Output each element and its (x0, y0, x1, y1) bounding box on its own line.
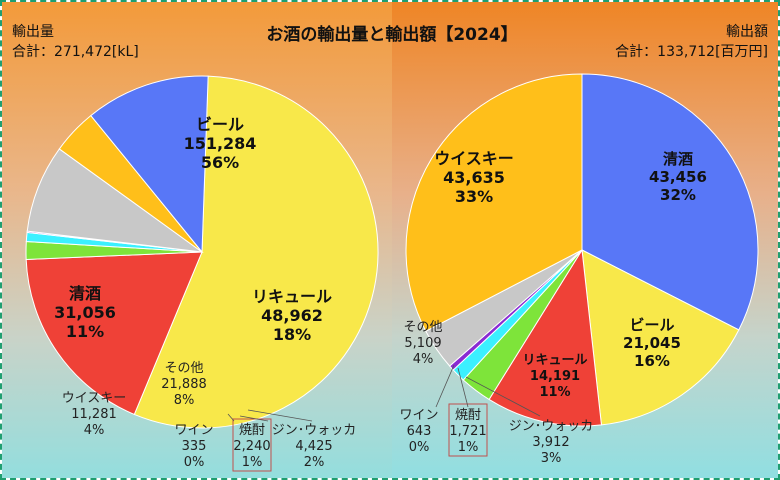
slice-percent-1-shochu: 1% (242, 455, 263, 470)
slice-name-1-gin_vodka: ジン･ウォッカ (272, 423, 357, 438)
pie1-slice-beer (133, 75, 379, 429)
slice-percent-1-beer: 56% (201, 153, 239, 172)
slice-percent-2-whisky: 33% (455, 187, 493, 206)
slice-percent-1-gin_vodka: 2% (304, 455, 325, 470)
slice-percent-2-liqueur: 11% (539, 385, 570, 400)
slice-percent-2-shochu: 1% (458, 440, 479, 455)
pie2-shochu-box (448, 403, 488, 457)
slice-value-2-sake: 43,456 (649, 168, 707, 186)
chart-title: お酒の輸出量と輸出額【2024】 (266, 25, 518, 45)
slice-name-2-gin_vodka: ジン･ウォッカ (509, 419, 594, 434)
slice-value-2-beer: 21,045 (623, 334, 681, 352)
pie1-shochu-box (232, 418, 272, 472)
leader-line-3 (247, 409, 313, 422)
slice-value-1-beer: 151,284 (184, 134, 257, 153)
slice-name-1-sake: 清酒 (69, 284, 101, 303)
slice-name-2-shochu: 焼酎 (455, 408, 481, 423)
slice-name-1-shochu: 焼酎 (239, 423, 265, 438)
slice-value-2-wine: 643 (407, 424, 432, 439)
leader-line-6 (465, 376, 541, 417)
slice-name-2-beer: ビール (629, 316, 674, 334)
slice-name-1-beer: ビール (196, 115, 244, 134)
slice-value-2-liqueur: 14,191 (530, 369, 580, 384)
slice-percent-2-sake: 32% (660, 186, 696, 204)
slice-name-2-liqueur: リキュール (522, 353, 587, 368)
slice-name-2-whisky: ウイスキー (434, 149, 514, 168)
slice-value-2-whisky: 43,635 (443, 168, 505, 187)
slice-name-2-sake: 清酒 (663, 150, 693, 168)
leader-line-5 (457, 367, 469, 408)
slice-percent-1-sake: 11% (66, 322, 104, 341)
slice-name-1-liqueur: リキュール (252, 287, 332, 306)
slice-name-1-other: その他 (164, 361, 203, 376)
slice-value-1-whisky: 11,281 (71, 407, 117, 422)
slice-percent-2-beer: 16% (634, 352, 670, 370)
pie1-slice-sake (90, 75, 209, 254)
slice-value-2-other: 5,109 (404, 336, 441, 351)
right-header-label: 輸出額 (726, 24, 768, 40)
slice-percent-2-gin_vodka: 3% (541, 451, 562, 466)
pie2-slice-whisky (405, 73, 583, 332)
slice-percent-1-wine: 0% (184, 455, 205, 470)
right-header-total: 合計：133,712[百万円] (615, 44, 768, 60)
slice-name-2-wine: ワイン (399, 408, 438, 423)
slice-value-1-shochu: 2,240 (233, 439, 270, 454)
pie1-slice-liqueur (25, 251, 203, 416)
slice-value-1-gin_vodka: 4,425 (295, 439, 332, 454)
left-header: 輸出量 合計：271,472[kL] (12, 22, 139, 62)
slice-percent-1-whisky: 4% (84, 423, 105, 438)
slice-percent-1-liqueur: 18% (273, 325, 311, 344)
leader-line-2 (239, 415, 269, 422)
leader-line-1 (227, 413, 235, 422)
slice-value-2-gin_vodka: 3,912 (532, 435, 569, 450)
left-header-total: 合計：271,472[kL] (12, 44, 139, 60)
pie2-slice-liqueur (488, 248, 602, 427)
pie2-slice-beer (581, 249, 740, 426)
slice-name-2-other: その他 (403, 320, 442, 335)
pie1-slice-other (26, 148, 204, 253)
slice-percent-2-wine: 0% (409, 440, 430, 455)
slice-value-1-liqueur: 48,962 (261, 306, 323, 325)
slice-name-1-wine: ワイン (174, 423, 213, 438)
slice-percent-1-other: 8% (174, 393, 195, 408)
leader-line-4 (435, 364, 455, 408)
slice-name-1-whisky: ウイスキー (62, 391, 127, 406)
slice-value-1-other: 21,888 (161, 377, 207, 392)
slice-value-1-wine: 335 (182, 439, 207, 454)
pie2-slice-sake (581, 73, 759, 331)
slice-percent-2-other: 4% (413, 352, 434, 367)
slice-value-1-sake: 31,056 (54, 303, 116, 322)
right-header: 輸出額 合計：133,712[百万円] (615, 22, 768, 62)
slice-value-2-shochu: 1,721 (449, 424, 486, 439)
left-header-label: 輸出量 (12, 24, 54, 40)
